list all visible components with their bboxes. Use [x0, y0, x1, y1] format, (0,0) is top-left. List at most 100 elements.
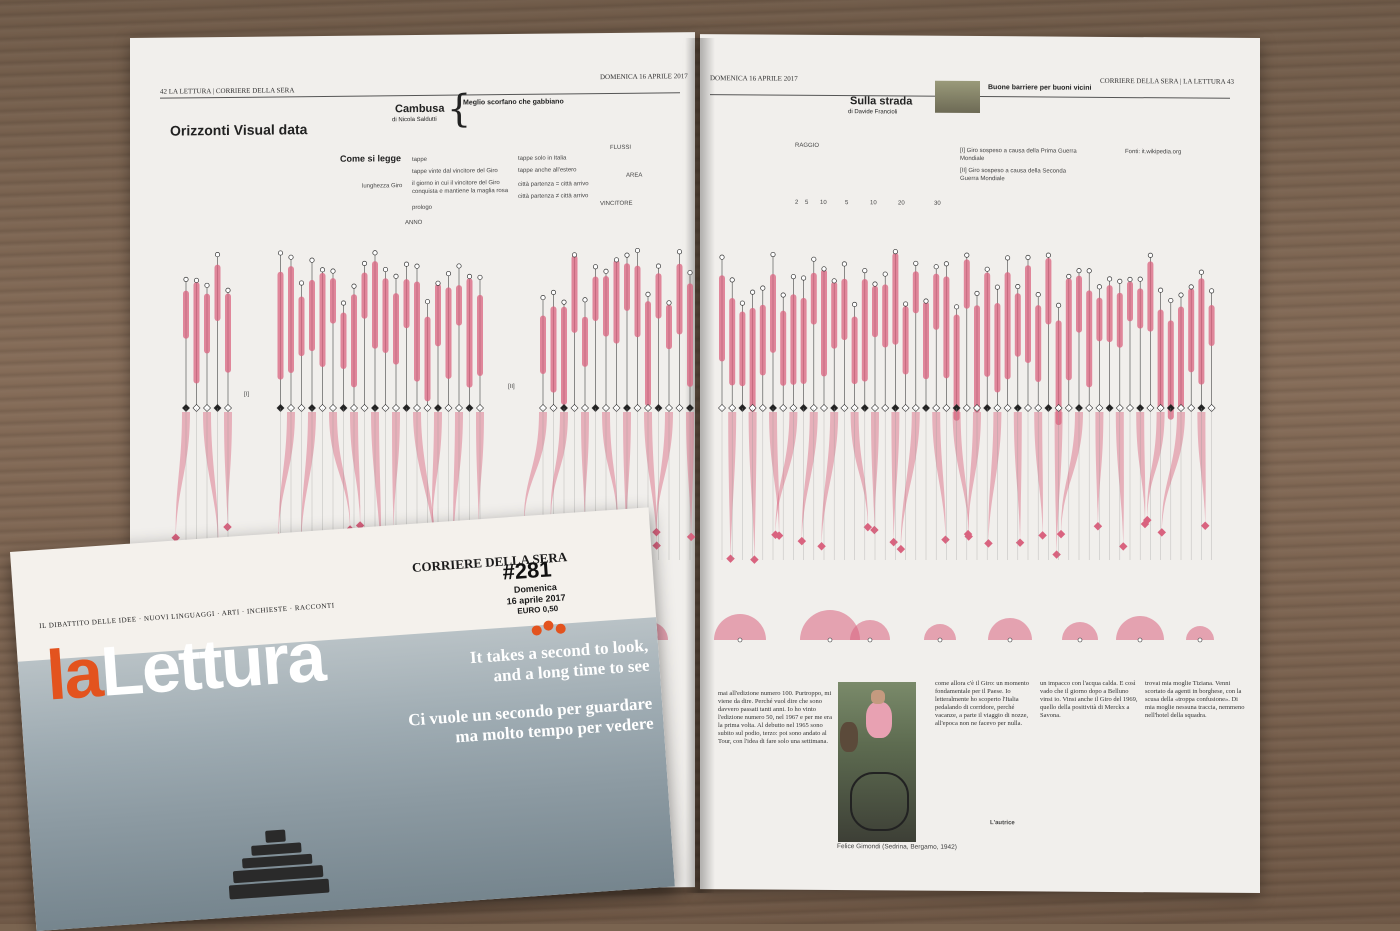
pink-bar	[435, 283, 441, 347]
pink-bar	[424, 316, 431, 402]
pink-bar	[1004, 272, 1011, 380]
pink-bar	[759, 304, 766, 376]
winner-diamond	[771, 530, 780, 540]
flow-ribbon	[523, 412, 547, 527]
pink-bar	[923, 301, 929, 380]
flow-ribbons	[171, 408, 1212, 564]
pink-bar	[351, 294, 357, 388]
winner-diamond	[889, 537, 898, 547]
pink-bar	[634, 265, 641, 338]
flow-ribbon	[1147, 412, 1165, 521]
winner-diamond	[652, 527, 661, 537]
arc-center	[1007, 637, 1013, 643]
pink-bar	[902, 306, 909, 375]
start-dot	[729, 277, 735, 283]
flow-ribbon	[453, 412, 463, 544]
winner-diamond	[817, 542, 826, 551]
winner-diamond	[797, 536, 807, 546]
arc-center	[867, 637, 873, 643]
pink-bar	[603, 275, 609, 337]
bicycle-wheel	[850, 772, 909, 831]
winner-diamond	[652, 541, 661, 550]
start-dot	[382, 266, 389, 273]
start-dot	[872, 281, 878, 287]
start-dot	[183, 276, 189, 282]
pink-bar	[974, 305, 980, 413]
start-dot	[372, 250, 378, 256]
start-dot	[1096, 284, 1102, 290]
pink-bar	[214, 264, 221, 322]
start-dot	[1117, 278, 1123, 284]
pink-bar	[1178, 306, 1184, 411]
start-dot	[540, 295, 546, 301]
arc-center	[737, 637, 743, 643]
start-dot	[801, 275, 807, 281]
article-column-3: un impacco con l'acqua calda. E così vad…	[1040, 680, 1138, 719]
start-dot	[309, 257, 315, 263]
pink-bar	[1096, 297, 1103, 342]
pink-bar	[330, 278, 336, 324]
pink-bar	[340, 312, 347, 369]
start-dot	[456, 263, 462, 269]
winner-diamond	[1200, 521, 1210, 530]
flow-ribbon	[329, 412, 351, 530]
start-dot	[561, 299, 567, 305]
start-dot	[913, 260, 919, 266]
start-dot	[655, 263, 662, 269]
pink-bar	[403, 279, 410, 329]
start-dot	[319, 267, 326, 273]
rider-head	[871, 690, 885, 704]
pink-bar	[582, 316, 588, 367]
start-dot	[1076, 268, 1082, 274]
start-dot	[862, 268, 868, 274]
pink-bar	[687, 283, 693, 387]
pink-bar	[183, 290, 189, 339]
start-dot	[1015, 284, 1021, 290]
start-dot	[1158, 287, 1164, 293]
start-dot	[739, 300, 745, 306]
pink-bar	[953, 314, 960, 421]
start-dot	[445, 271, 452, 277]
winner-diamond	[1015, 538, 1025, 547]
start-dot	[1025, 254, 1031, 260]
start-dot	[821, 266, 827, 272]
article-column-4: trovai mia moglie Tiziana. Venni scortat…	[1145, 680, 1245, 719]
arc-center	[1197, 637, 1203, 643]
flow-ribbon	[821, 412, 839, 547]
pink-bar	[445, 287, 452, 379]
pink-jersey-rider	[866, 702, 892, 738]
pink-bar	[933, 273, 940, 330]
arc-shape	[1186, 626, 1214, 640]
pink-bar	[613, 259, 620, 344]
arc-center	[937, 637, 943, 643]
start-dot	[634, 247, 641, 254]
pink-bar	[882, 284, 889, 348]
start-dot	[719, 254, 725, 260]
article-column-2: come allora c'è il Giro: un momento fond…	[935, 680, 1029, 727]
pink-bar	[414, 281, 420, 382]
start-dot	[550, 289, 557, 295]
la-lettura-magazine: CORRIERE DELLA SERA #281 Domenica 16 apr…	[10, 507, 675, 931]
start-dot	[435, 280, 441, 286]
pink-bar	[1157, 309, 1164, 411]
pink-bar	[1086, 290, 1093, 388]
flow-ribbon	[1136, 412, 1146, 524]
pink-bar	[749, 307, 756, 412]
flow-ribbon	[371, 412, 382, 559]
start-dot	[613, 257, 620, 263]
start-dot	[666, 300, 672, 306]
bottom-arcs	[578, 610, 1214, 643]
flow-ribbon	[203, 412, 219, 547]
start-dot	[393, 273, 399, 279]
start-dot	[676, 249, 683, 255]
flow-ribbon	[932, 412, 946, 540]
start-dot	[1147, 252, 1153, 258]
start-dot	[974, 290, 980, 296]
pink-bar	[298, 296, 305, 357]
pink-bar	[456, 285, 462, 326]
flow-ribbon	[656, 412, 673, 533]
year-stems	[182, 247, 1216, 426]
pink-bar	[810, 272, 817, 325]
start-dot	[984, 266, 990, 272]
pink-bar	[393, 293, 399, 365]
